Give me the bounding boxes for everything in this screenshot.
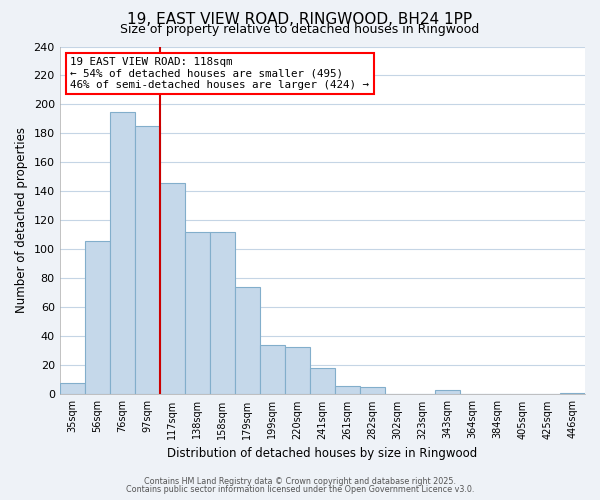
Bar <box>435 390 460 394</box>
Bar <box>360 387 385 394</box>
Bar <box>285 346 310 395</box>
Bar <box>210 232 235 394</box>
Bar <box>560 393 585 394</box>
Bar <box>160 183 185 394</box>
Bar <box>235 287 260 395</box>
Bar <box>110 112 135 395</box>
Text: Contains public sector information licensed under the Open Government Licence v3: Contains public sector information licen… <box>126 485 474 494</box>
Bar <box>260 345 285 395</box>
Text: 19 EAST VIEW ROAD: 118sqm
← 54% of detached houses are smaller (495)
46% of semi: 19 EAST VIEW ROAD: 118sqm ← 54% of detac… <box>70 57 369 90</box>
Text: Size of property relative to detached houses in Ringwood: Size of property relative to detached ho… <box>121 22 479 36</box>
Bar <box>185 232 210 394</box>
X-axis label: Distribution of detached houses by size in Ringwood: Distribution of detached houses by size … <box>167 447 478 460</box>
Bar <box>59 383 85 394</box>
Bar <box>85 241 110 394</box>
Bar <box>335 386 360 394</box>
Y-axis label: Number of detached properties: Number of detached properties <box>15 128 28 314</box>
Text: 19, EAST VIEW ROAD, RINGWOOD, BH24 1PP: 19, EAST VIEW ROAD, RINGWOOD, BH24 1PP <box>127 12 473 28</box>
Text: Contains HM Land Registry data © Crown copyright and database right 2025.: Contains HM Land Registry data © Crown c… <box>144 477 456 486</box>
Bar <box>135 126 160 394</box>
Bar <box>310 368 335 394</box>
